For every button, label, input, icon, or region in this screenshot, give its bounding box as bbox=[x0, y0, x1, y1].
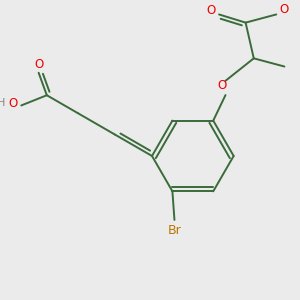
Text: O: O bbox=[206, 4, 215, 17]
Text: O: O bbox=[8, 97, 18, 110]
Text: O: O bbox=[34, 58, 43, 71]
Text: O: O bbox=[218, 80, 227, 92]
Text: Br: Br bbox=[168, 224, 181, 237]
Text: H: H bbox=[0, 98, 5, 108]
Text: O: O bbox=[280, 3, 289, 16]
